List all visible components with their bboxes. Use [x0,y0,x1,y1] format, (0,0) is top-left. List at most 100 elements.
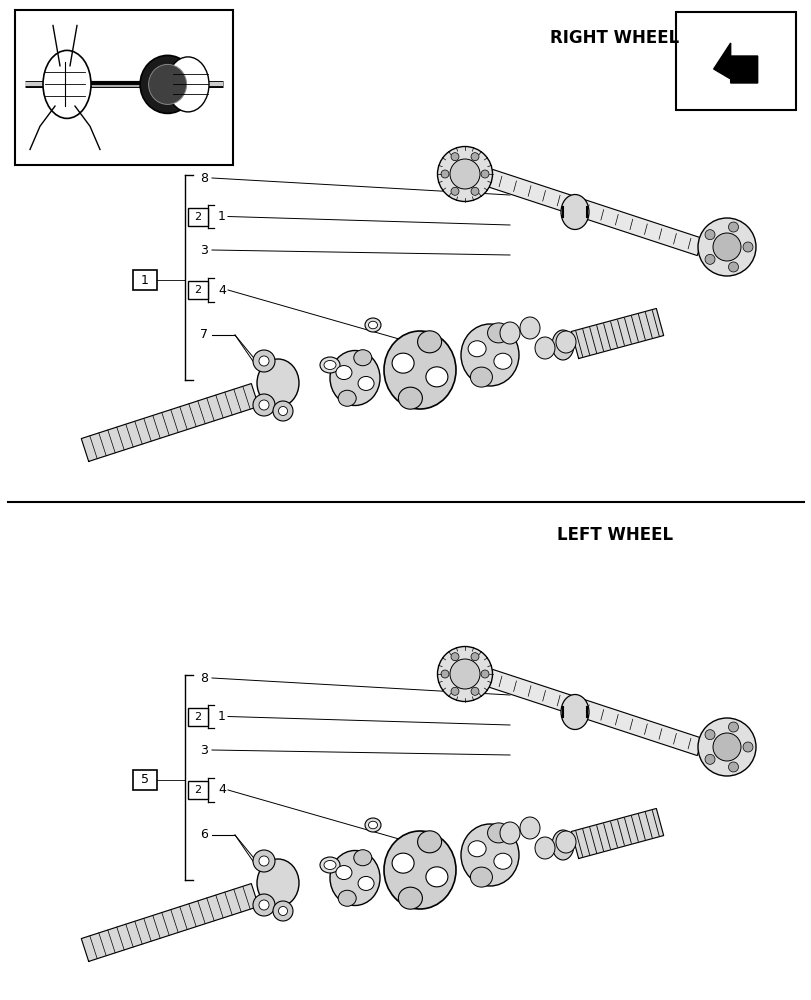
Ellipse shape [500,822,519,844]
Circle shape [278,906,287,915]
Circle shape [450,687,458,695]
Text: 2: 2 [194,785,201,795]
Polygon shape [713,43,757,83]
Ellipse shape [392,353,414,373]
Ellipse shape [449,159,479,189]
Circle shape [704,254,714,264]
Circle shape [470,187,478,195]
Ellipse shape [354,350,371,366]
Text: 5: 5 [141,773,148,786]
Ellipse shape [257,359,298,407]
Text: 8: 8 [200,672,208,684]
Ellipse shape [437,647,492,702]
Circle shape [727,762,737,772]
Ellipse shape [551,830,573,860]
Text: 1: 1 [217,710,225,723]
Ellipse shape [148,64,187,104]
Ellipse shape [354,850,371,866]
Text: 3: 3 [200,243,208,256]
Ellipse shape [712,733,740,761]
Ellipse shape [384,331,456,409]
Text: 6: 6 [200,828,208,841]
Ellipse shape [338,390,356,406]
Ellipse shape [487,823,509,843]
Ellipse shape [358,376,374,390]
Circle shape [440,170,448,178]
Ellipse shape [167,57,208,112]
Ellipse shape [449,659,479,689]
Text: 1: 1 [217,210,225,223]
Circle shape [480,670,488,678]
Ellipse shape [392,853,414,873]
Ellipse shape [358,876,374,890]
Ellipse shape [487,323,509,343]
Ellipse shape [467,341,486,357]
Text: 8: 8 [200,172,208,185]
Bar [188,708,208,726]
Circle shape [727,222,737,232]
Text: LEFT WHEEL: LEFT WHEEL [556,526,672,544]
Circle shape [253,894,275,916]
Circle shape [470,687,478,695]
Circle shape [704,730,714,740]
Ellipse shape [519,317,539,339]
Polygon shape [487,169,702,256]
Circle shape [253,394,275,416]
Circle shape [259,900,268,910]
Ellipse shape [697,718,755,776]
Circle shape [259,356,268,366]
Ellipse shape [398,387,422,409]
Text: 2: 2 [194,212,201,222]
Ellipse shape [384,831,456,909]
Ellipse shape [534,337,554,359]
Ellipse shape [461,324,518,386]
Circle shape [727,262,737,272]
Ellipse shape [551,330,573,360]
Ellipse shape [556,831,575,853]
Ellipse shape [560,694,588,730]
Circle shape [450,187,458,195]
Text: RIGHT WHEEL: RIGHT WHEEL [550,29,679,47]
Text: 4: 4 [217,284,225,296]
Circle shape [704,230,714,240]
Ellipse shape [500,322,519,344]
Ellipse shape [417,331,441,353]
Circle shape [470,153,478,161]
Ellipse shape [338,890,356,906]
Circle shape [727,722,737,732]
Circle shape [704,754,714,764]
Ellipse shape [560,194,588,230]
Bar [133,770,157,790]
Circle shape [480,170,488,178]
Bar [675,12,795,110]
Ellipse shape [329,351,380,406]
Circle shape [470,653,478,661]
Text: 2: 2 [194,712,201,722]
Circle shape [253,850,275,872]
Ellipse shape [368,321,377,329]
Ellipse shape [426,367,448,387]
Ellipse shape [467,841,486,857]
Bar [188,781,208,799]
Polygon shape [81,384,259,461]
Polygon shape [487,669,702,756]
Ellipse shape [43,50,91,118]
Ellipse shape [324,860,336,869]
Circle shape [742,242,752,252]
Text: 7: 7 [200,328,208,342]
Ellipse shape [712,233,740,261]
Polygon shape [571,308,663,359]
Ellipse shape [336,366,351,380]
Ellipse shape [437,147,492,202]
Ellipse shape [140,55,195,113]
Circle shape [440,670,448,678]
Ellipse shape [417,831,441,853]
Bar [188,281,208,299]
Ellipse shape [336,866,351,880]
Circle shape [259,856,268,866]
Circle shape [272,901,293,921]
Ellipse shape [426,867,448,887]
Text: 1: 1 [141,273,148,286]
Ellipse shape [534,837,554,859]
Text: 2: 2 [194,285,201,295]
